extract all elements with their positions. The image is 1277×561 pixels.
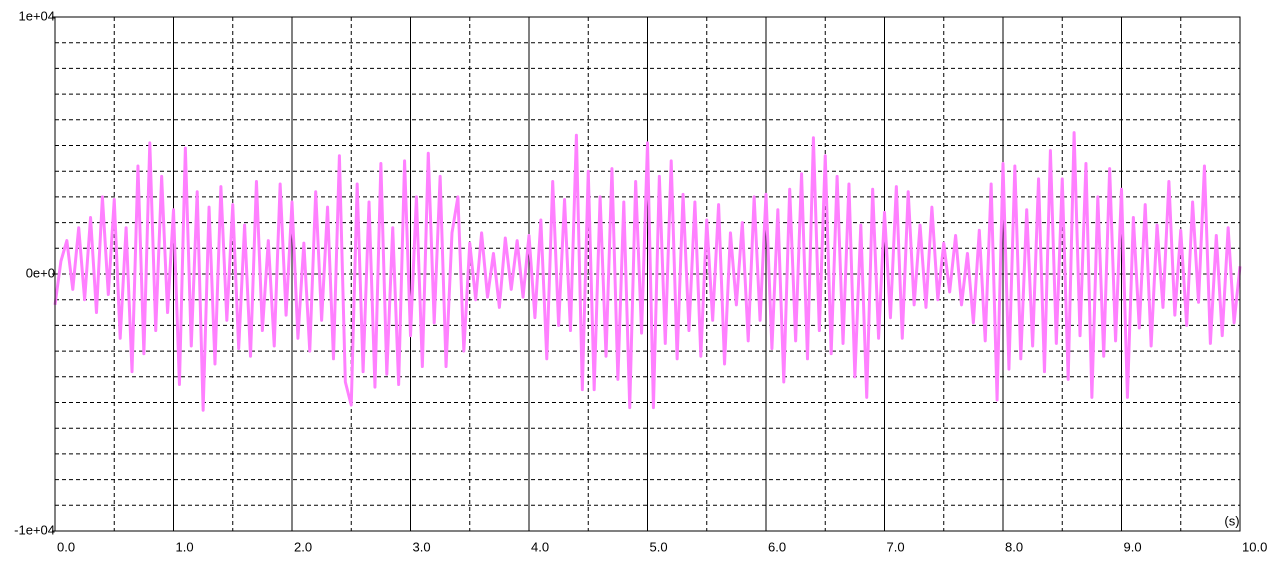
x-tick-label: 1.0 — [176, 539, 194, 554]
y-tick-label: 1e+04 — [18, 8, 55, 23]
x-tick-label: 6.0 — [768, 539, 786, 554]
x-tick-label: 7.0 — [887, 539, 905, 554]
series-line — [53, 131, 1242, 412]
x-tick-label: 10.0 — [1242, 539, 1267, 554]
x-tick-label: 2.0 — [294, 539, 312, 554]
x-tick-label: 3.0 — [413, 539, 431, 554]
x-tick-label: 0.0 — [57, 539, 75, 554]
plot-border — [54, 16, 1241, 532]
x-tick-label: 5.0 — [650, 539, 668, 554]
x-axis-label: (s) — [1224, 513, 1239, 528]
labels: 0.0 1.0 2.0 3.0 4.0 5.0 6.0 7.0 8.0 9.0 10.0 -1e+04… — [14, 8, 1267, 554]
x-tick-label: 4.0 — [531, 539, 549, 554]
y-tick-label: -1e+04 — [14, 522, 55, 537]
x-tick-label: 9.0 — [1124, 539, 1142, 554]
plot-lines — [53, 131, 1242, 412]
x-tick-label: 8.0 — [1005, 539, 1023, 554]
y-tick-label: 0e+0 — [26, 265, 55, 280]
